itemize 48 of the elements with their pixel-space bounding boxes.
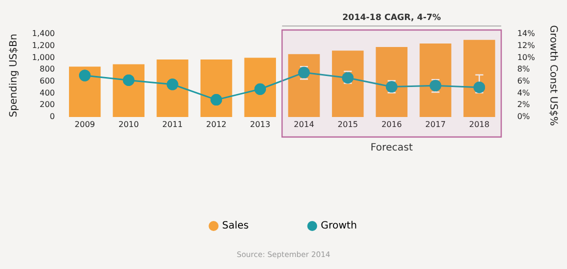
point	[166, 78, 178, 90]
bar	[420, 43, 452, 117]
y2-tick-label: 8%	[517, 64, 530, 74]
bar	[376, 47, 408, 117]
y-tick-label: 800	[40, 64, 55, 74]
legend-label: Growth	[320, 220, 357, 232]
y2-tick-label: 12%	[517, 40, 536, 50]
y2-tick-label: 14%	[517, 29, 536, 38]
point	[254, 83, 266, 95]
y2-axis-title: Growth Const US$%	[547, 25, 558, 126]
text: 2014-18 CAGR, 4-7%	[342, 12, 442, 23]
x-tick-label: 2010	[118, 120, 139, 129]
y-tick-label: 1,400	[32, 29, 55, 38]
y-axis-title: Spending US$Bn	[8, 34, 20, 118]
x-tick-label: 2012	[206, 120, 226, 129]
point	[210, 94, 222, 106]
y-tick-label: 1,200	[32, 40, 55, 50]
y2-tick-label: 2%	[517, 100, 530, 110]
bar	[68, 66, 101, 117]
y-tick-label: 1,000	[32, 52, 55, 62]
x-tick-label: 2015	[338, 120, 358, 129]
y-tick-label: 600	[40, 76, 55, 86]
bar	[200, 59, 232, 117]
bar	[332, 50, 364, 117]
x-tick-label: 2009	[74, 120, 95, 129]
x-tick-label: 2017	[425, 120, 446, 129]
y-tick-label: 400	[40, 88, 55, 98]
y2-tick-label: 4%	[517, 88, 530, 98]
band-label: Forecast	[370, 142, 413, 154]
y2-tick-label: 0%	[517, 112, 530, 122]
bar	[244, 58, 276, 117]
bar	[112, 64, 144, 117]
y-tick-label: 0	[50, 112, 55, 122]
y-tick-label: 200	[40, 100, 55, 110]
x-tick-label: 2016	[381, 120, 402, 129]
legend-label: Sales	[222, 220, 249, 232]
point	[474, 82, 486, 94]
x-tick-label: 2018	[469, 120, 490, 129]
y2-tick-label: 10%	[517, 52, 536, 62]
point	[122, 74, 134, 86]
bar	[288, 54, 320, 117]
x-tick-label: 2011	[162, 120, 183, 129]
bar	[463, 40, 496, 117]
x-tick-label: 2013	[250, 120, 270, 129]
bar	[156, 59, 188, 117]
point	[79, 70, 91, 82]
x-tick-label: 2014	[294, 120, 314, 129]
y2-tick-label: 6%	[517, 76, 530, 86]
